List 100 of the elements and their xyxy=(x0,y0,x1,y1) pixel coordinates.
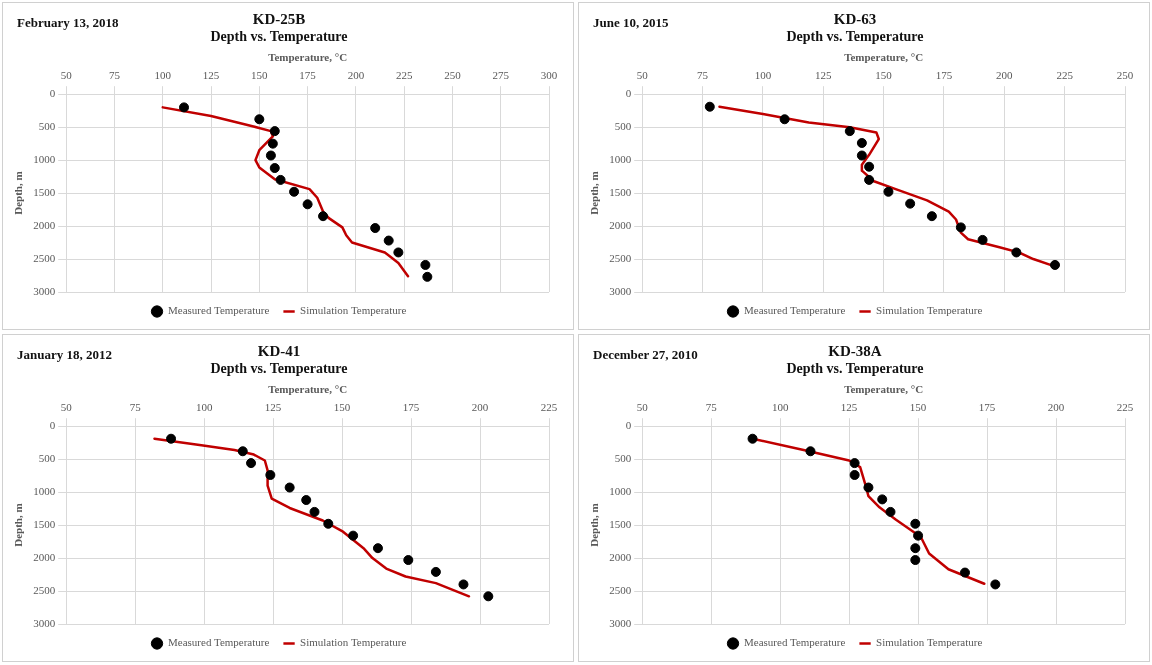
point xyxy=(403,555,414,566)
point xyxy=(393,247,404,258)
text: December 27, 2010 xyxy=(593,347,698,363)
point xyxy=(302,199,313,210)
y-axis-title: Depth, m xyxy=(12,503,25,547)
point xyxy=(849,458,860,469)
x-tick-label: 200 xyxy=(347,69,365,82)
x-tick-label: 175 xyxy=(402,401,420,414)
y-tick-label: 3000 xyxy=(33,284,56,297)
point xyxy=(318,211,329,222)
point xyxy=(1011,247,1022,258)
y-tick-label: 500 xyxy=(614,120,632,133)
legend-label: Simulation Temperature xyxy=(876,304,983,317)
y-tick-label: 1500 xyxy=(609,517,632,530)
chart-title: KD-25B xyxy=(252,10,306,27)
y-tick-label: 2000 xyxy=(33,550,56,563)
y-tick-label: 500 xyxy=(614,452,632,465)
x-tick-label: 225 xyxy=(395,69,413,82)
legend-label: Measured Temperature xyxy=(744,304,846,317)
x-tick-label: 250 xyxy=(1116,69,1134,82)
point xyxy=(370,223,381,234)
y-tick-label: 1500 xyxy=(33,517,56,530)
x-tick-label: 100 xyxy=(771,401,789,414)
text: February 13, 2018 xyxy=(17,15,119,31)
y-tick-label: 2500 xyxy=(609,251,632,264)
x-tick-label: 75 xyxy=(108,69,121,82)
point xyxy=(905,198,916,209)
x-tick-label: 100 xyxy=(195,401,213,414)
chart-subtitle: Depth vs. Temperature xyxy=(210,29,348,45)
x-tick-label: 75 xyxy=(705,401,718,414)
point xyxy=(458,579,469,590)
y-tick-label: 3000 xyxy=(33,616,56,629)
x-tick-label: 175 xyxy=(299,69,317,82)
chart-subtitle: Depth vs. Temperature xyxy=(786,29,924,45)
y-tick-label: 500 xyxy=(38,452,56,465)
x-tick-label: 50 xyxy=(636,69,649,82)
x-tick-label: 150 xyxy=(251,69,269,82)
y-tick-label: 0 xyxy=(49,419,56,432)
point xyxy=(910,543,921,554)
point xyxy=(269,126,280,137)
point xyxy=(284,482,295,493)
x-tick-label: 150 xyxy=(333,401,351,414)
point xyxy=(959,567,970,578)
chart-title: KD-63 xyxy=(833,10,877,27)
x-axis-title: Temperature, °C xyxy=(844,383,924,396)
x-tick-label: 75 xyxy=(697,69,709,82)
point xyxy=(301,495,312,506)
y-tick-label: 3000 xyxy=(609,616,632,629)
y-axis-title: Depth, m xyxy=(588,503,601,547)
y-tick-label: 1500 xyxy=(609,185,632,198)
x-tick-label: 225 xyxy=(1056,69,1074,82)
x-tick-label: 50 xyxy=(636,401,649,414)
point xyxy=(805,446,816,457)
point xyxy=(289,186,300,197)
point xyxy=(166,433,177,444)
point xyxy=(747,433,758,444)
chart-title: KD-38A xyxy=(828,342,882,359)
point xyxy=(849,469,860,480)
x-tick-label: 125 xyxy=(815,69,832,82)
point xyxy=(885,506,896,517)
point xyxy=(372,543,383,554)
y-tick-label: 1000 xyxy=(33,153,56,166)
point xyxy=(265,150,276,161)
x-tick-label: 225 xyxy=(540,401,558,414)
y-tick-label: 0 xyxy=(49,87,56,100)
x-tick-label: 125 xyxy=(840,401,858,414)
y-tick-label: 1500 xyxy=(33,185,56,198)
point xyxy=(422,271,433,282)
y-tick-label: 2000 xyxy=(609,218,632,231)
legend-label: Simulation Temperature xyxy=(876,636,983,649)
legend-label: Measured Temperature xyxy=(744,636,846,649)
point xyxy=(309,506,320,517)
y-tick-label: 2000 xyxy=(33,218,56,231)
point xyxy=(877,494,888,505)
legend-label: Simulation Temperature xyxy=(300,636,407,649)
x-tick-label: 250 xyxy=(444,69,462,82)
point xyxy=(269,163,280,174)
x-tick-label: 200 xyxy=(471,401,489,414)
x-axis-title: Temperature, °C xyxy=(268,51,348,64)
point xyxy=(926,211,937,222)
x-tick-label: 275 xyxy=(492,69,510,82)
point xyxy=(779,114,790,125)
point xyxy=(856,137,867,148)
point xyxy=(275,174,286,185)
chart-subtitle: Depth vs. Temperature xyxy=(210,361,348,377)
point xyxy=(179,102,189,113)
point xyxy=(383,235,394,246)
x-tick-label: 150 xyxy=(875,69,893,82)
legend-label: Simulation Temperature xyxy=(300,304,407,317)
y-tick-label: 1000 xyxy=(33,485,56,498)
y-tick-label: 2000 xyxy=(609,550,632,563)
chart-subtitle: Depth vs. Temperature xyxy=(786,361,924,377)
point xyxy=(844,126,855,137)
point xyxy=(863,482,874,493)
point xyxy=(955,222,966,233)
x-tick-label: 50 xyxy=(60,401,73,414)
legend-label: Measured Temperature xyxy=(168,304,270,317)
point xyxy=(348,530,359,541)
x-tick-label: 175 xyxy=(935,69,953,82)
x-tick-label: 100 xyxy=(154,69,172,82)
